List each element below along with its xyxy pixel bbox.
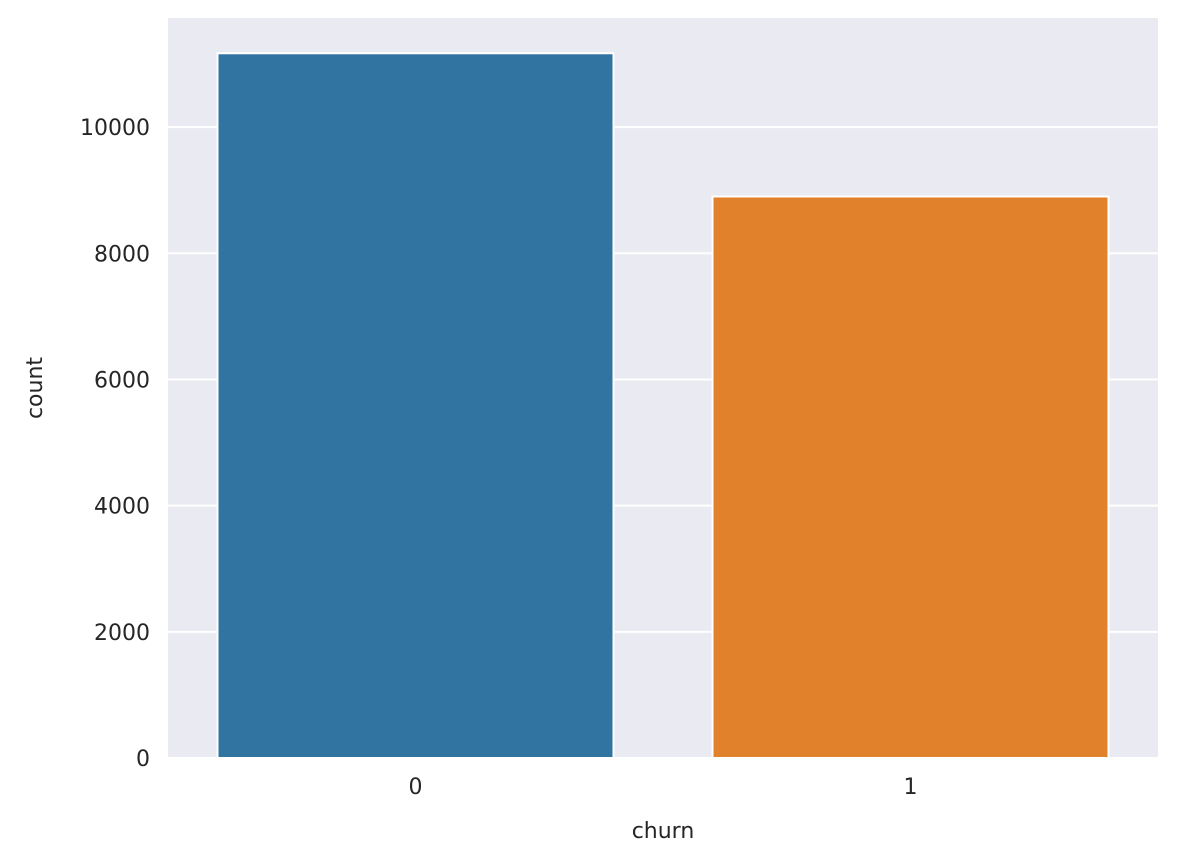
- y-tick-label-2000: 2000: [94, 621, 150, 646]
- bar-1: [711, 195, 1110, 760]
- x-axis-label: churn: [632, 819, 695, 844]
- y-tick-label-10000: 10000: [80, 116, 150, 141]
- y-tick-label-0: 0: [136, 747, 150, 772]
- y-tick-label-8000: 8000: [94, 242, 150, 267]
- y-tick-label-4000: 4000: [94, 495, 150, 520]
- y-tick-labels: 0 2000 4000 6000 8000 10000: [80, 116, 150, 772]
- bar-0: [216, 52, 615, 760]
- x-tick-label-1: 1: [904, 775, 918, 800]
- y-axis-label: count: [23, 357, 48, 419]
- x-tick-label-0: 0: [409, 775, 423, 800]
- bars: [216, 52, 1110, 760]
- y-tick-label-6000: 6000: [94, 368, 150, 393]
